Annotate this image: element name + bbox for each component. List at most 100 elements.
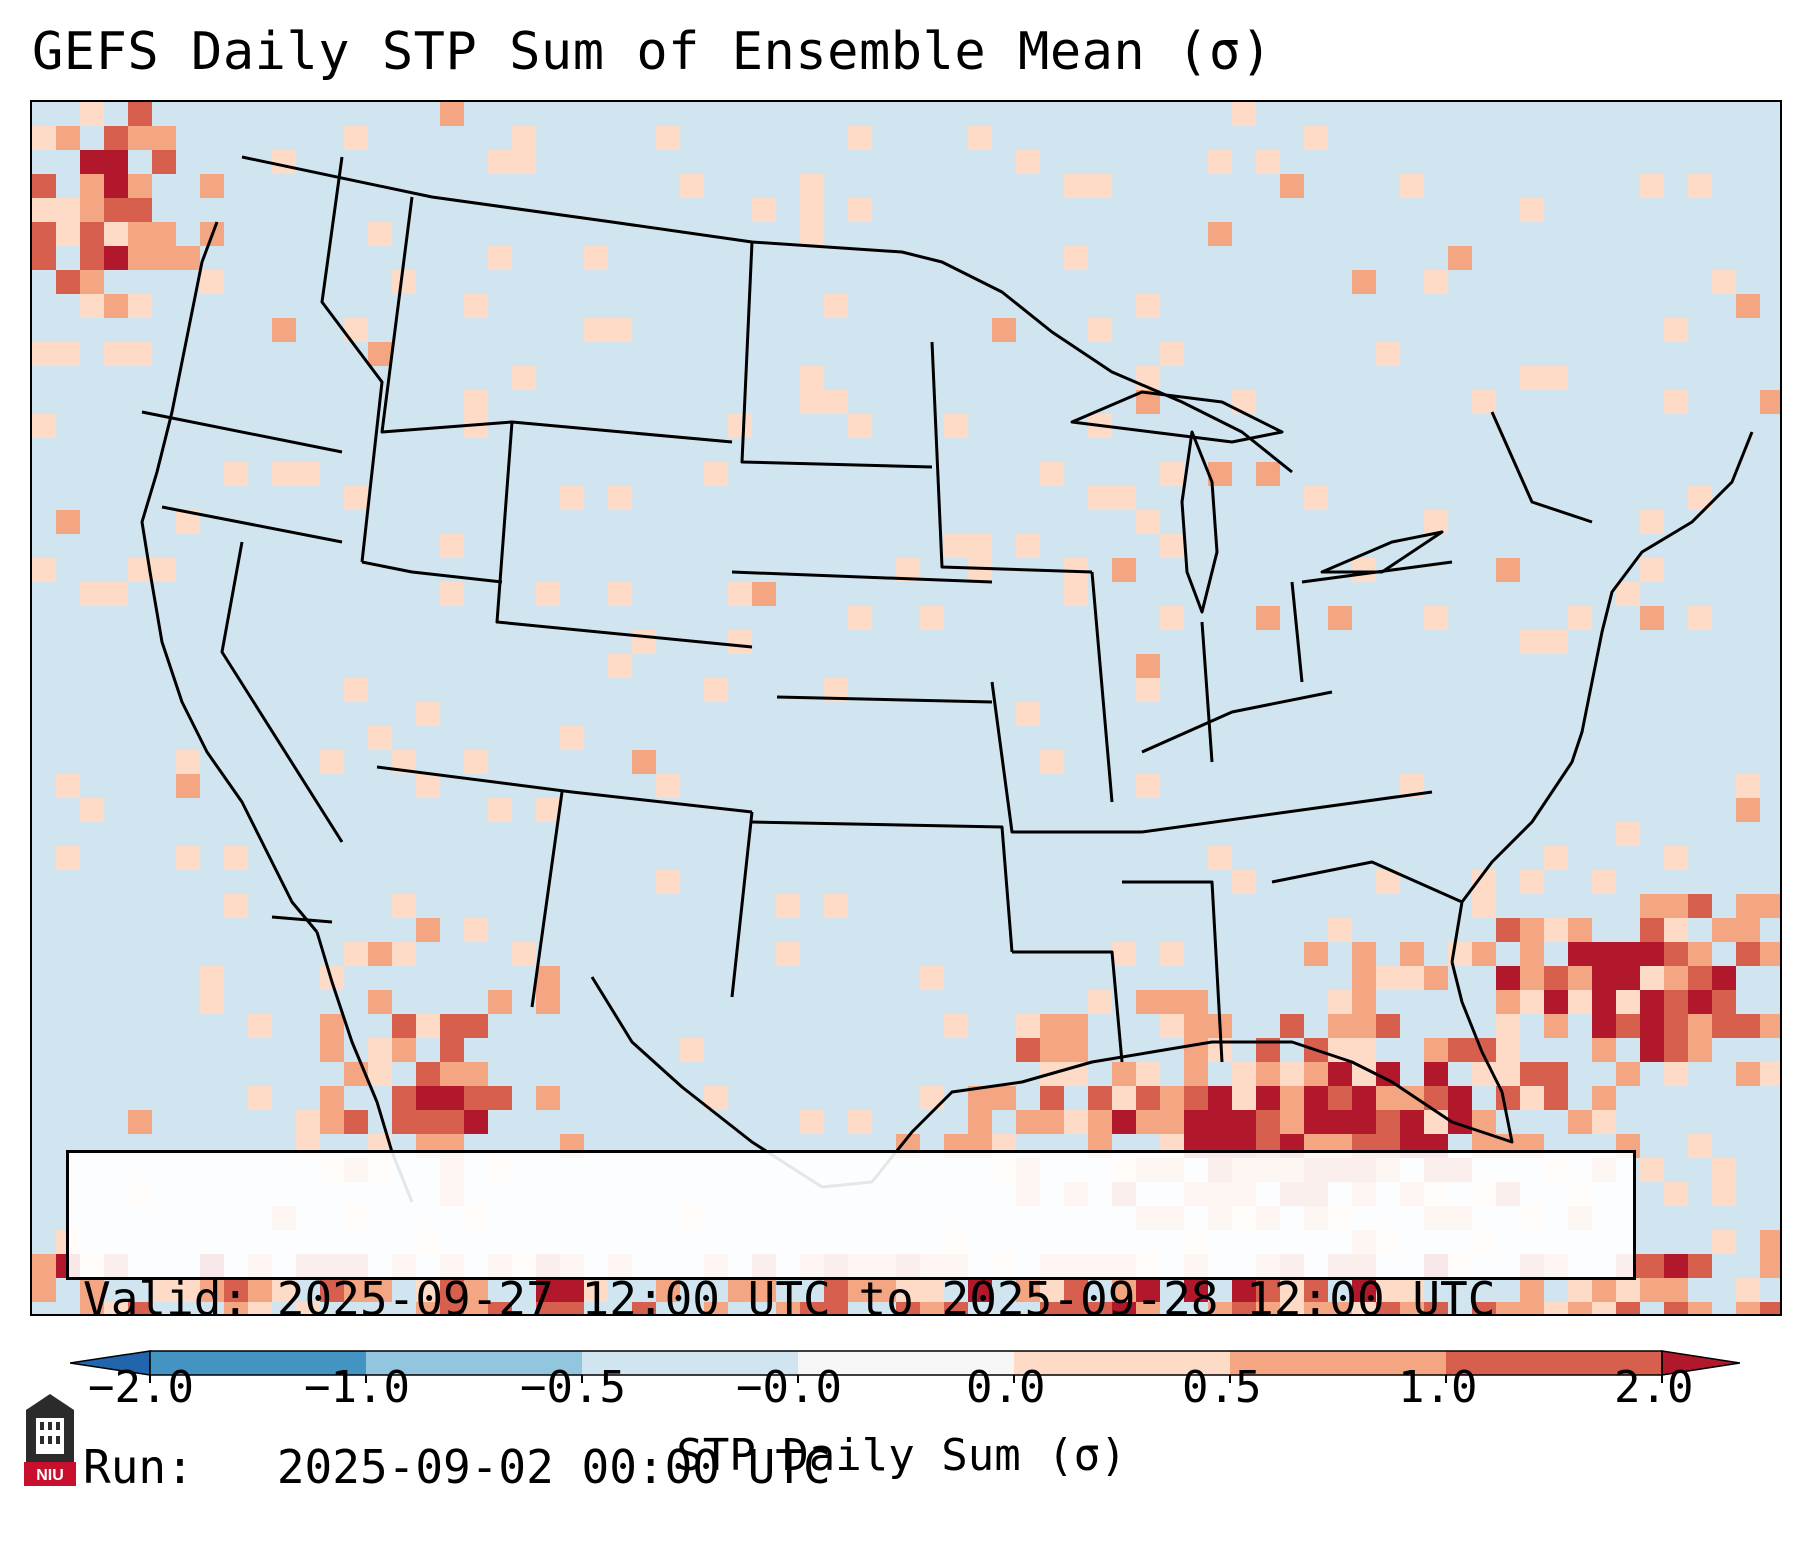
anomaly-cell	[128, 1302, 152, 1314]
anomaly-cell	[944, 534, 968, 558]
anomaly-cell	[1256, 462, 1280, 486]
anomaly-cell	[1616, 942, 1640, 966]
anomaly-cell	[1208, 1302, 1232, 1314]
anomaly-cell	[1376, 1086, 1400, 1110]
anomaly-cell	[608, 654, 632, 678]
anomaly-cell	[32, 414, 56, 438]
anomaly-cell	[992, 1086, 1016, 1110]
anomaly-cell	[128, 174, 152, 198]
anomaly-cell	[1472, 390, 1496, 414]
anomaly-cell	[152, 150, 176, 174]
anomaly-cell	[1112, 1086, 1136, 1110]
montana-border	[380, 196, 733, 444]
anomaly-cell	[296, 1110, 320, 1134]
lake-superior-outline	[1070, 390, 1284, 444]
anomaly-cell	[1328, 606, 1352, 630]
anomaly-cell	[152, 558, 176, 582]
anomaly-cell	[920, 606, 944, 630]
anomaly-cell	[464, 294, 488, 318]
anomaly-cell	[1184, 1062, 1208, 1086]
anomaly-cell	[248, 1014, 272, 1038]
anomaly-cell	[1112, 1062, 1136, 1086]
anomaly-cell	[128, 342, 152, 366]
anomaly-cell	[56, 774, 80, 798]
anomaly-cell	[1400, 1110, 1424, 1134]
anomaly-cell	[680, 174, 704, 198]
anomaly-cell	[416, 1062, 440, 1086]
anomaly-cell	[488, 150, 512, 174]
valid-time-text: Valid: 2025-09-27 12:00 UTC to 2025-09-2…	[83, 1272, 1496, 1326]
anomaly-cell	[1352, 558, 1376, 582]
anomaly-cell	[1736, 1302, 1760, 1314]
anomaly-cell	[1520, 1086, 1544, 1110]
kentucky-ohio-border	[1141, 690, 1333, 754]
anomaly-cell	[104, 150, 128, 174]
anomaly-cell	[1712, 990, 1736, 1014]
anomaly-cell	[728, 414, 752, 438]
anomaly-cell	[704, 678, 728, 702]
anomaly-cell	[1664, 1062, 1688, 1086]
indiana-ohio-border	[1200, 621, 1214, 763]
anomaly-cell	[560, 486, 584, 510]
colorbar	[70, 1350, 1740, 1383]
anomaly-cell	[1280, 1014, 1304, 1038]
anomaly-cell	[1424, 1302, 1448, 1314]
anomaly-cell	[1760, 390, 1780, 414]
anomaly-cell	[1232, 1302, 1256, 1314]
anomaly-cell	[752, 582, 776, 606]
anomaly-cell	[176, 774, 200, 798]
texas-oklahoma-border	[751, 820, 1014, 953]
anomaly-cell	[1712, 1182, 1736, 1206]
anomaly-cell	[392, 270, 416, 294]
lake-michigan-outline	[1180, 430, 1219, 614]
anomaly-cell	[440, 1110, 464, 1134]
anomaly-cell	[104, 174, 128, 198]
anomaly-cell	[1640, 942, 1664, 966]
anomaly-cell	[824, 894, 848, 918]
anomaly-cell	[1064, 246, 1088, 270]
anomaly-cell	[1232, 1086, 1256, 1110]
anomaly-cell	[1496, 990, 1520, 1014]
anomaly-cell	[1352, 966, 1376, 990]
anomaly-cell	[416, 1086, 440, 1110]
anomaly-cell	[1376, 1062, 1400, 1086]
anomaly-cell	[1112, 1302, 1136, 1314]
anomaly-cell	[1304, 1086, 1328, 1110]
anomaly-cell	[104, 582, 128, 606]
anomaly-cell	[464, 1110, 488, 1134]
idaho-border	[320, 156, 384, 563]
colorbar-tick-label: −1.0	[304, 1362, 410, 1413]
anomaly-cell	[848, 1278, 872, 1302]
anomaly-cell	[104, 342, 128, 366]
anomaly-cell	[440, 534, 464, 558]
anomaly-cell	[920, 966, 944, 990]
anomaly-cell	[1040, 1014, 1064, 1038]
run-time-text: Run: 2025-09-02 00:00 UTC	[83, 1440, 831, 1494]
anomaly-cell	[1424, 966, 1448, 990]
newmexico-texas-border	[730, 811, 754, 998]
anomaly-cell	[1544, 1014, 1568, 1038]
anomaly-cell	[1352, 270, 1376, 294]
anomaly-cell	[272, 462, 296, 486]
anomaly-cell	[1736, 1014, 1760, 1038]
anomaly-cell	[320, 1038, 344, 1062]
georgia-carolina-border	[1271, 860, 1463, 904]
anomaly-cell	[200, 174, 224, 198]
anomaly-cell	[992, 318, 1016, 342]
anomaly-cell	[1664, 918, 1688, 942]
anomaly-cell	[200, 1278, 224, 1302]
ohio-pennsylvania-border	[1290, 581, 1304, 683]
anomaly-cell	[392, 942, 416, 966]
anomaly-cell	[80, 270, 104, 294]
anomaly-cell	[1448, 1086, 1472, 1110]
anomaly-cell	[1520, 198, 1544, 222]
anomaly-cell	[752, 1278, 776, 1302]
minnesota-iowa-border	[930, 341, 1093, 574]
anomaly-cell	[776, 942, 800, 966]
map-canvas	[32, 102, 1780, 1314]
anomaly-cell	[1352, 1110, 1376, 1134]
anomaly-cell	[1160, 342, 1184, 366]
anomaly-cell	[536, 990, 560, 1014]
pacific-coastline	[140, 221, 319, 933]
anomaly-cell	[1064, 1278, 1088, 1302]
